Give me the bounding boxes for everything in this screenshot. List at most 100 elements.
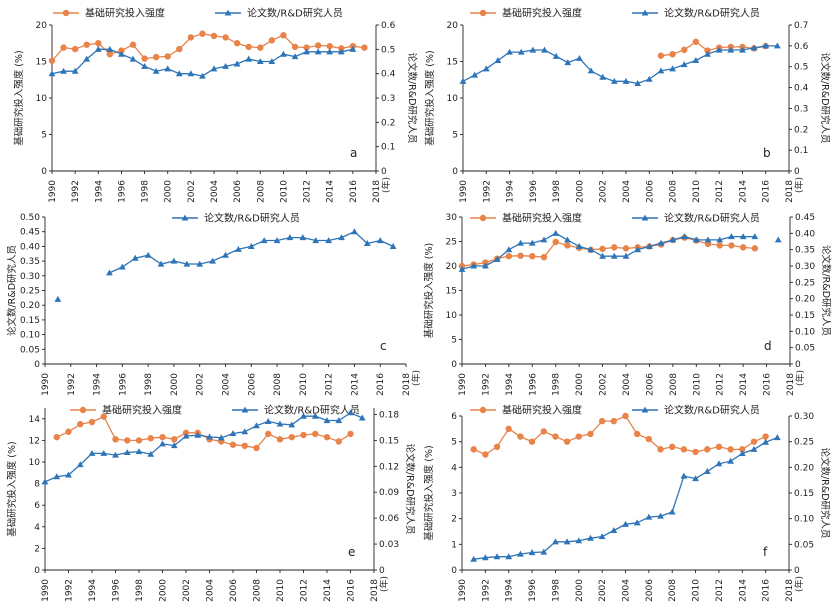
legend-paper-label: 论文数/R&D研究人员: [664, 7, 760, 20]
x-tick-label: 2014: [738, 579, 748, 602]
data-point: [668, 508, 676, 515]
left-tick-label: 2: [34, 544, 40, 554]
right-tick-label: 0.7: [794, 21, 808, 31]
data-point: [257, 44, 264, 51]
x-tick-label: 2006: [247, 373, 257, 396]
data-point: [610, 252, 618, 259]
right-tick-label: 0.5: [794, 63, 808, 73]
data-point: [53, 433, 60, 441]
data-point: [95, 40, 102, 47]
x-tick-label: 1994: [93, 373, 103, 396]
right-tick-label: 0: [794, 167, 800, 177]
x-tick-label: 2012: [716, 373, 726, 396]
data-point: [762, 42, 770, 49]
data-point: [541, 46, 548, 53]
data-point: [131, 254, 139, 261]
x-tick-label: 1990: [458, 579, 468, 602]
panel-f: 0 1 2 3 4 5 6 0 0.05 0.10 0.15 0.20 0.25 0.30 1990 1992…: [423, 404, 831, 602]
data-point: [276, 436, 284, 443]
left-axis-title: 基础研究投入强度 (%): [424, 50, 436, 145]
data-point: [634, 246, 642, 253]
right-tick-label: 0.5: [381, 45, 395, 55]
legend-paper-marker: [641, 214, 649, 221]
legend-paper-marker: [181, 214, 189, 221]
data-point: [210, 32, 218, 40]
series-line: [109, 230, 394, 274]
series-paper: [41, 409, 366, 485]
x-tick-label: 2018: [785, 579, 795, 602]
legend-paper-label: 论文数/R&D研究人员: [264, 404, 360, 417]
legend-basic-label: 基础研究投入强度: [85, 7, 165, 20]
data-point: [610, 417, 618, 425]
x-tick-label: 1994: [506, 180, 516, 203]
data-point: [183, 260, 191, 267]
data-point: [141, 62, 148, 69]
x-tick-label: 2016: [762, 579, 772, 602]
data-point: [83, 55, 91, 62]
data-point: [750, 44, 758, 51]
data-point: [335, 417, 343, 424]
right-tick-label: 0.15: [794, 489, 814, 499]
data-point: [152, 53, 160, 61]
x-tick-label: 1992: [481, 579, 491, 602]
data-point: [517, 252, 524, 259]
legend-paper-label: 论文数/R&D研究人员: [247, 7, 343, 20]
right-tick-label: 0.6: [794, 42, 809, 52]
data-point: [135, 437, 143, 444]
data-point: [598, 417, 606, 425]
legend-basic-marker: [479, 9, 487, 17]
left-tick-label: 15: [447, 58, 458, 68]
x-tick-label: 2010: [692, 180, 702, 203]
data-point: [528, 239, 536, 246]
data-point: [552, 238, 559, 246]
data-point: [326, 48, 334, 55]
x-tick-label: 1992: [65, 579, 75, 602]
data-point: [692, 57, 700, 64]
x-unit-label: (年): [380, 177, 392, 193]
data-point: [692, 475, 699, 482]
right-tick-label: 0.30: [794, 412, 814, 422]
data-point: [470, 446, 477, 453]
x-tick-label: 1990: [41, 579, 51, 602]
data-point: [141, 55, 148, 62]
series-line: [660, 40, 766, 57]
panel-letter: e: [348, 545, 355, 559]
data-point: [299, 234, 307, 241]
data-point: [247, 243, 255, 249]
data-point: [587, 246, 595, 253]
data-point: [716, 242, 723, 249]
x-tick-label: 2016: [349, 180, 359, 203]
data-point: [599, 252, 606, 259]
data-point: [493, 256, 501, 263]
data-point: [728, 233, 735, 240]
data-point: [774, 236, 782, 243]
data-point: [481, 554, 489, 561]
data-point: [505, 253, 513, 260]
x-tick-label: 1996: [112, 579, 122, 602]
data-point: [314, 42, 322, 49]
x-tick-label: 2004: [622, 180, 632, 203]
data-point: [311, 412, 319, 419]
panel-a: 0 5 10 15 20 0 0.1 0.2 0.3 0.4 0.5 0.6 1990 1992 1994 1…: [13, 7, 418, 203]
right-tick-label: 0.12: [379, 462, 399, 472]
data-point: [739, 46, 746, 53]
data-point: [517, 433, 524, 440]
data-point: [118, 50, 125, 57]
left-tick-label: 1: [451, 540, 457, 550]
data-point: [229, 430, 237, 437]
x-tick-label: 2012: [325, 373, 335, 396]
data-point: [563, 438, 571, 445]
x-tick-label: 2006: [229, 579, 239, 602]
data-point: [233, 60, 241, 67]
x-tick-label: 2004: [222, 373, 232, 396]
data-point: [657, 52, 665, 59]
data-point: [773, 434, 781, 441]
data-point: [762, 438, 770, 445]
data-point: [482, 65, 490, 72]
data-point: [124, 437, 131, 444]
x-tick-label: 2000: [159, 579, 169, 602]
x-tick-label: 2002: [182, 579, 192, 602]
x-tick-label: 1998: [135, 579, 145, 602]
data-point: [361, 44, 368, 51]
x-tick-label: 1996: [528, 373, 538, 396]
